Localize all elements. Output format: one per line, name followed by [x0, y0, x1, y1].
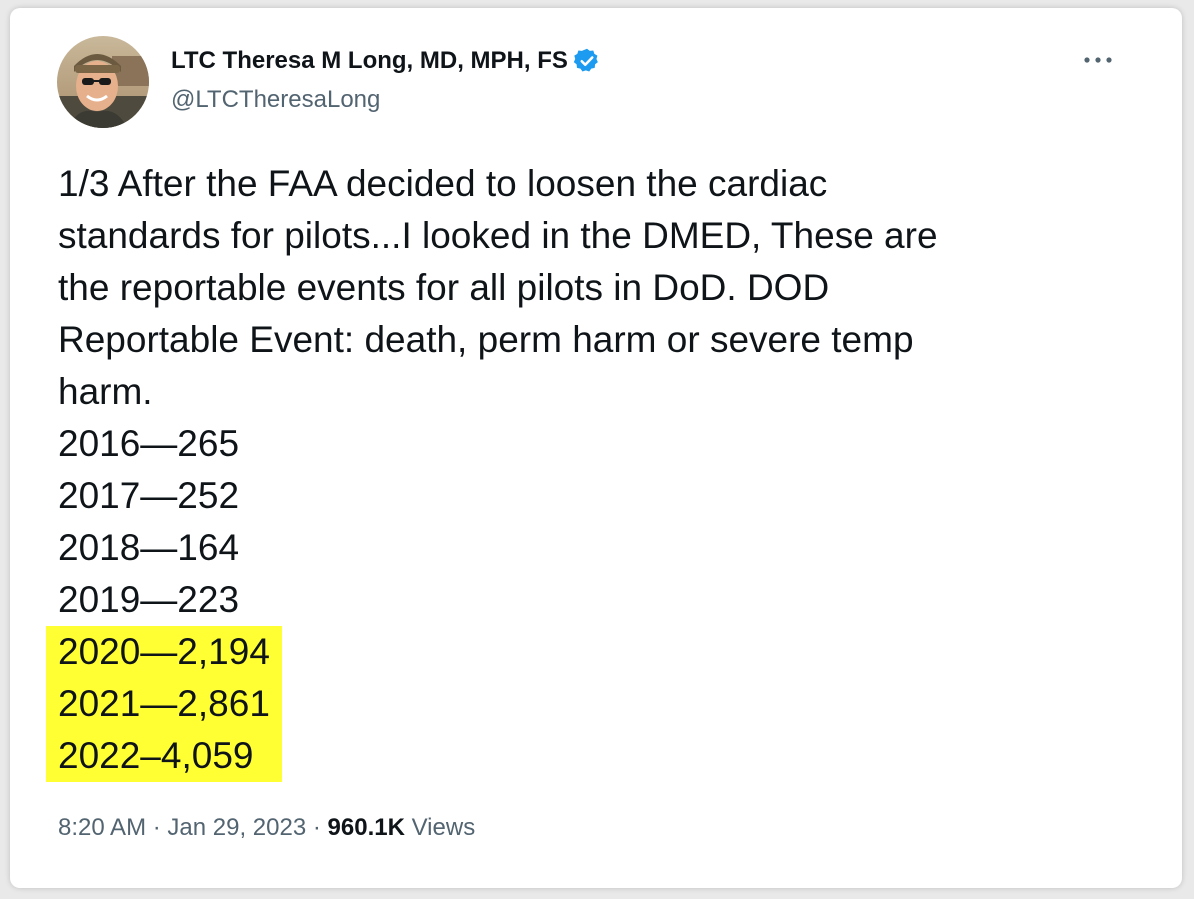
meta-separator: ·: [312, 814, 321, 841]
author-name-row[interactable]: LTC Theresa M Long, MD, MPH, FS: [171, 43, 601, 79]
tweet-line: the reportable events for all pilots in …: [58, 267, 830, 308]
tweet-date[interactable]: Jan 29, 2023: [167, 814, 307, 841]
author-display-name[interactable]: LTC Theresa M Long, MD, MPH, FS: [171, 47, 568, 74]
tweet-time[interactable]: 8:20 AM: [58, 814, 147, 841]
tweet-card: LTC Theresa M Long, MD, MPH, FS @LTCTher…: [10, 8, 1182, 888]
highlighted-years: 2020—2,194 2021—2,861 2022–4,059: [46, 626, 282, 782]
meta-separator: ·: [152, 814, 161, 841]
verified-badge-icon[interactable]: [573, 47, 601, 75]
tweet-line: harm.: [58, 371, 153, 412]
more-dots-icon[interactable]: [1078, 48, 1118, 72]
year-count-line: 2018—164: [58, 527, 240, 568]
avatar[interactable]: [57, 36, 149, 128]
highlighted-year-line: 2021—2,861: [58, 683, 270, 724]
views-label: Views: [411, 814, 476, 841]
year-count-line: 2016—265: [58, 423, 240, 464]
year-count-line: 2019—223: [58, 579, 240, 620]
tweet-meta: 8:20 AM · Jan 29, 2023 · 960.1K Views: [58, 814, 475, 842]
tweet-line: Reportable Event: death, perm harm or se…: [58, 319, 914, 360]
avatar-image: [57, 36, 149, 128]
tweet-line: 1/3 After the FAA decided to loosen the …: [58, 163, 828, 204]
highlighted-year-line: 2020—2,194: [58, 631, 270, 672]
tweet-text: 1/3 After the FAA decided to loosen the …: [46, 158, 1158, 782]
views-count: 960.1K: [327, 814, 405, 841]
highlighted-year-line: 2022–4,059: [58, 735, 254, 776]
author-handle[interactable]: @LTCTheresaLong: [171, 86, 381, 113]
tweet-line: standards for pilots...I looked in the D…: [58, 215, 938, 256]
year-count-line: 2017—252: [58, 475, 240, 516]
